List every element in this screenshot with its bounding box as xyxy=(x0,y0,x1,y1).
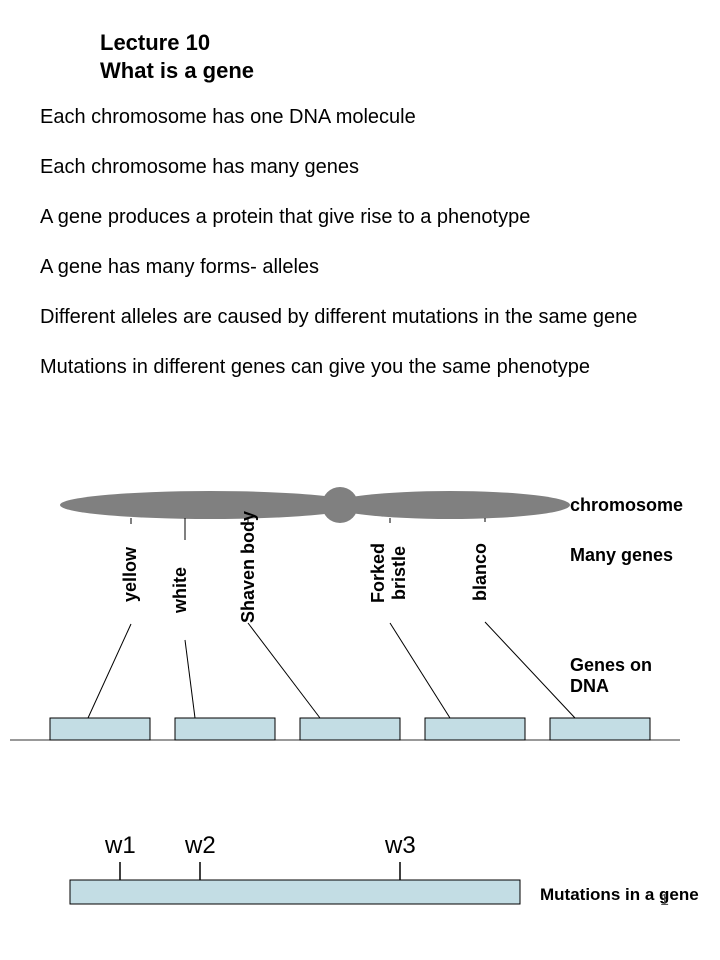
genes-on-dna-label: Genes on DNA xyxy=(570,655,652,697)
gene-label-blanco: blanco xyxy=(470,522,491,622)
gene-label-yellow: yellow xyxy=(120,524,141,624)
bullet-list: Each chromosome has one DNA molecule Eac… xyxy=(40,104,680,380)
bullet-item: A gene produces a protein that give rise… xyxy=(40,204,680,230)
many-genes-label: Many genes xyxy=(570,545,673,566)
bullet-item: A gene has many forms- alleles xyxy=(40,254,680,280)
bullet-item: Each chromosome has one DNA molecule xyxy=(40,104,680,130)
gene-label-white: white xyxy=(170,540,191,640)
gene-label-forked-bristle: Forked bristle xyxy=(368,523,410,623)
bullet-item: Mutations in different genes can give yo… xyxy=(40,354,680,380)
mutation-label-w3: w3 xyxy=(385,832,416,860)
mutation-label-w2: w2 xyxy=(185,832,216,860)
chromosome-diagram: chromosome Many genes Genes on DNA yello… xyxy=(0,460,720,760)
lecture-title: What is a gene xyxy=(100,58,680,84)
mutation-label-w1: w1 xyxy=(105,832,136,860)
lecture-number: Lecture 10 xyxy=(100,30,680,56)
mutation-diagram: w1 w2 w3 Mutations in a gene 1 xyxy=(0,830,720,950)
mutations-label: Mutations in a gene xyxy=(540,885,699,905)
chromosome-label: chromosome xyxy=(570,495,683,516)
page-number: 1 xyxy=(660,892,669,910)
gene-label-shaven-body: Shaven body xyxy=(238,523,259,623)
bullet-item: Each chromosome has many genes xyxy=(40,154,680,180)
bullet-item: Different alleles are caused by differen… xyxy=(40,304,680,330)
